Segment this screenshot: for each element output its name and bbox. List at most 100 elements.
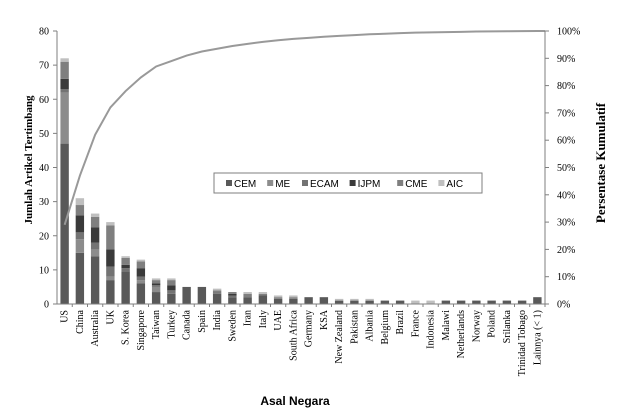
x-axis-tick-labels: US China Australia UK S. Korea Singapore Taiwa… <box>60 309 544 376</box>
bar-segment-cme <box>121 257 130 265</box>
bar-segment-cem <box>273 298 283 304</box>
x-tick-label: France <box>410 309 421 337</box>
bar-segment-cem <box>90 256 100 304</box>
bar-segment-aic <box>426 300 435 304</box>
x-tick-label: Poland <box>487 310 498 338</box>
cumulative-percent-line <box>63 30 545 226</box>
bar-segment-aic <box>273 295 283 298</box>
y-tick-label: 10 <box>39 265 49 276</box>
x-tick-label: UAE <box>273 310 284 331</box>
legend-swatch-cme <box>397 180 404 186</box>
bar-segment-cme <box>60 61 69 79</box>
bar-segment-cme <box>167 280 176 286</box>
bar-segment-ijpm <box>151 283 161 286</box>
bar-segment-aic <box>151 278 161 281</box>
x-tick-label: S. Korea <box>121 309 132 345</box>
bar-segment-aic <box>121 256 130 258</box>
bar-segment-cem <box>380 300 390 304</box>
bar-segment-cem <box>182 286 191 304</box>
y2-tick-label: 80% <box>557 81 575 92</box>
legend-label-cem: CEM <box>234 179 256 190</box>
bar-segment-cem <box>121 271 130 304</box>
bar-segment-ijpm <box>167 285 176 291</box>
bar-segment-ecam <box>121 268 130 272</box>
x-tick-label: India <box>212 309 223 330</box>
y2-axis-tick-labels: 0% 10% 20% 30% 40% 50% 60% 70% 80% 90% 100% <box>557 27 580 311</box>
bar-segment-cem <box>319 297 329 304</box>
y-tick-label: 30 <box>39 197 49 208</box>
bar-segment-cem <box>441 300 451 304</box>
bar-segment-cem <box>212 293 222 304</box>
y2-tick-label: 70% <box>557 108 575 119</box>
legend-label-cme: CME <box>405 179 428 190</box>
bar-segment-ecam <box>167 290 176 294</box>
x-tick-label: Srilanka <box>502 309 513 343</box>
y-tick-label: 80 <box>39 27 49 38</box>
x-tick-label: Italy <box>258 310 269 328</box>
legend-label-aic: AIC <box>446 179 463 190</box>
x-tick-label: New Zealand <box>334 310 345 364</box>
bar-segment-me <box>106 276 115 281</box>
bar-segment-ijpm <box>121 264 130 269</box>
bar-segment-ijpm <box>90 227 100 243</box>
bar-segment-cem <box>350 300 359 304</box>
legend-label-me: ME <box>275 179 290 190</box>
bar-segment-cem <box>365 300 374 304</box>
bar-segment-ecam <box>151 285 161 287</box>
x-tick-label: Germany <box>304 310 315 347</box>
legend-swatch-ijpm <box>349 180 356 186</box>
x-tick-label: US <box>60 310 71 323</box>
bar-segment-cme <box>75 205 85 216</box>
legend-swatch-aic <box>438 180 445 186</box>
bar-segment-aic <box>350 298 359 301</box>
bar-segment-cme <box>289 297 298 299</box>
x-axis-title: Asal Negara <box>260 394 330 408</box>
bar-segment-cem <box>197 286 207 304</box>
bar-segment-cem <box>289 298 298 304</box>
y-axis-title: Jumlah Artikel Tertimbang <box>23 95 35 224</box>
x-tick-label: Singapore <box>136 309 147 350</box>
legend-box <box>213 172 483 194</box>
x-tick-label: Brazil <box>395 310 406 335</box>
bar-segment-cme <box>151 280 161 284</box>
bar-segment-aic <box>212 288 222 291</box>
bar-segment-aic <box>258 292 268 294</box>
y2-tick-label: 100% <box>557 27 580 38</box>
y2-tick-label: 50% <box>557 163 575 174</box>
bar-segment-ecam <box>228 295 237 298</box>
bar-segment-ijpm <box>106 249 115 267</box>
bar-segment-cem <box>395 300 405 304</box>
bar-segment-ecam <box>212 292 222 294</box>
bar-segment-me <box>90 249 100 257</box>
x-tick-label: Iran <box>243 310 254 326</box>
bar-segment-cem <box>487 300 496 304</box>
bar-segment-cem <box>106 280 115 304</box>
bar-segment-ijpm <box>228 293 237 296</box>
y-axis-tick-labels: 0 10 20 30 40 50 60 70 80 <box>39 27 49 311</box>
bar-segment-ijpm <box>75 215 85 233</box>
legend-swatch-ecam <box>302 180 308 186</box>
bar-segment-aic <box>334 298 344 301</box>
x-tick-label: Pakistan <box>349 310 360 344</box>
x-tick-label: Trinidad Tobago <box>517 310 528 376</box>
bar-segment-aic <box>75 198 85 206</box>
bar-segment-cme <box>273 297 283 299</box>
bar-segment-aic <box>90 213 100 217</box>
y-tick-label: 60 <box>39 95 49 106</box>
y2-tick-label: 20% <box>557 245 575 256</box>
bar-segment-cem <box>167 293 176 304</box>
bar-segment-cme <box>243 293 252 298</box>
bar-segment-ecam <box>90 242 100 250</box>
bar-segment-cem <box>533 297 542 304</box>
x-tick-label: Taiwan <box>151 310 162 339</box>
legend-swatch-cem <box>226 180 232 186</box>
bar-segment-cem <box>304 297 313 304</box>
x-tick-label: Norway <box>471 310 482 342</box>
bar-segment-cme <box>258 293 268 296</box>
bar-segment-cem <box>258 295 268 304</box>
bar-segment-cme <box>212 290 222 293</box>
bar-segment-cem <box>228 297 237 304</box>
bar-segment-me <box>60 92 69 144</box>
bar-segment-cem <box>517 300 527 304</box>
